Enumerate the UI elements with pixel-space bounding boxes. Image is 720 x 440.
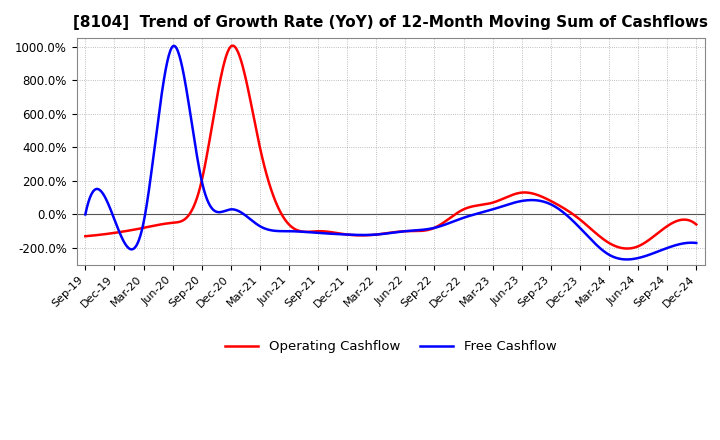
Free Cashflow [608,254,616,259]
Operating Cashflow [453,210,462,216]
Free Cashflow [453,217,462,223]
Free Cashflow [119,237,127,242]
Free Cashflow [471,212,480,217]
Operating Cashflow [608,242,616,247]
Legend: Operating Cashflow, Free Cashflow: Operating Cashflow, Free Cashflow [220,335,562,359]
Free Cashflow [545,201,554,206]
Free Cashflow [170,43,179,48]
Operating Cashflow [119,229,127,234]
Operating Cashflow [692,222,701,227]
Title: [8104]  Trend of Growth Rate (YoY) of 12-Month Moving Sum of Cashflows: [8104] Trend of Growth Rate (YoY) of 12-… [73,15,708,30]
Free Cashflow [81,212,90,217]
Free Cashflow [692,240,701,246]
Operating Cashflow [545,198,554,203]
Operating Cashflow [471,203,480,209]
Operating Cashflow [623,246,631,251]
Free Cashflow [622,257,631,262]
Free Cashflow [436,224,445,229]
Operating Cashflow [228,43,237,48]
Line: Free Cashflow: Free Cashflow [86,46,696,260]
Operating Cashflow [81,234,90,239]
Operating Cashflow [436,222,445,227]
Line: Operating Cashflow: Operating Cashflow [86,46,696,249]
